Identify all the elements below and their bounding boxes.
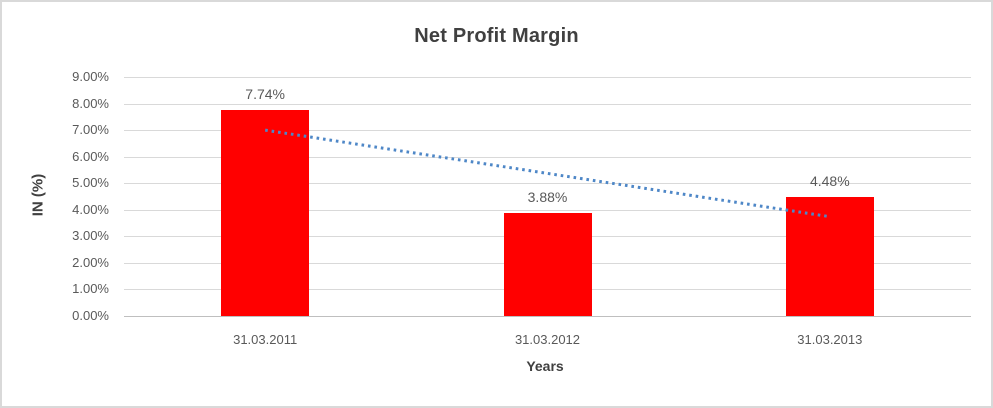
y-tick-label: 2.00% (72, 254, 109, 270)
y-tick-label: 3.00% (72, 228, 109, 244)
bar-31.03.2012 (503, 212, 592, 316)
y-tick-label: 4.00% (72, 201, 109, 217)
gridline (124, 103, 971, 105)
bar-data-label: 4.48% (809, 173, 850, 190)
y-tick-label: 7.00% (72, 122, 109, 138)
x-axis-line (124, 316, 971, 317)
x-tick-label: 31.03.2013 (797, 332, 863, 347)
x-tick-label: 31.03.2012 (514, 332, 581, 347)
y-tick-label: 6.00% (72, 148, 109, 164)
bar-31.03.2011 (221, 110, 310, 316)
y-tick-label: 0.00% (72, 308, 109, 323)
chart-title: Net Profit Margin (414, 25, 579, 47)
bar-data-label: 7.74% (245, 86, 285, 103)
y-tick-label: 9.00% (72, 69, 109, 84)
x-tick-label: 31.03.2011 (233, 332, 298, 347)
y-tick-label: 1.00% (72, 281, 109, 297)
gridline (124, 77, 971, 78)
bar-31.03.2013 (785, 197, 874, 316)
y-tick-label: 8.00% (72, 95, 109, 111)
bar-data-label: 3.88% (527, 188, 568, 205)
y-tick-label: 5.00% (72, 175, 109, 191)
x-axis-title: Years (526, 358, 564, 374)
